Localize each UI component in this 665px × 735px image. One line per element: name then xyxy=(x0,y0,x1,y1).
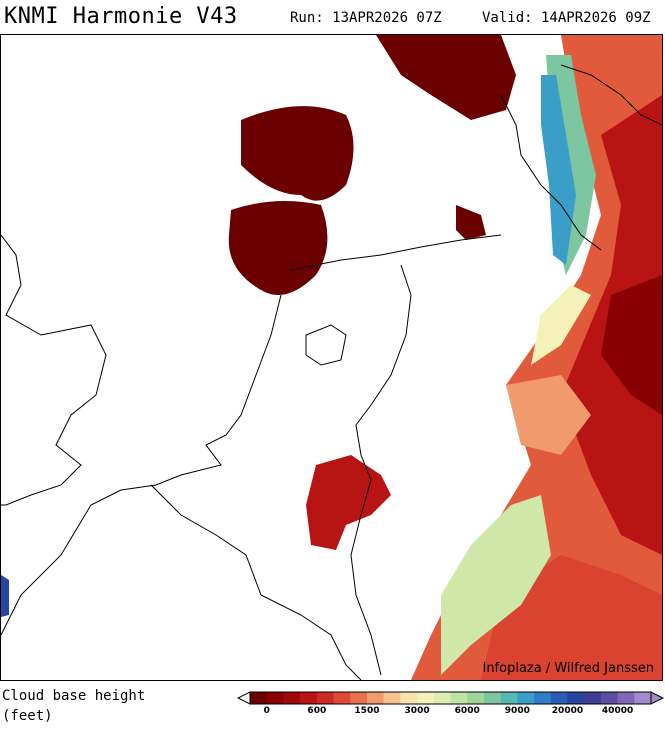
cloud-field-offshore-2 xyxy=(228,201,328,295)
colorbar-swatch xyxy=(600,692,619,704)
colorbar-swatch xyxy=(333,692,351,704)
cloud-field-offshore-1 xyxy=(241,106,354,201)
colorbar-tick-label: 20000 xyxy=(551,706,584,716)
colorbar-swatch xyxy=(500,692,518,704)
colorbar-swatch xyxy=(567,692,585,704)
coastlines xyxy=(1,64,662,680)
cloud-field-west-blue xyxy=(1,575,9,617)
uk-coast xyxy=(1,234,107,506)
colorbar-tick-label: 1500 xyxy=(354,706,380,716)
colorbar-swatch xyxy=(250,692,268,704)
colorbar-swatch xyxy=(316,692,335,704)
colorbar-swatch xyxy=(517,692,535,704)
colorbar-swatch xyxy=(550,692,568,704)
map-canvas xyxy=(1,35,662,680)
run-time: Run: 13APR2026 07Z xyxy=(290,10,442,26)
header: KNMI Harmonie V43 Run: 13APR2026 07Z Val… xyxy=(0,0,665,34)
de-coast xyxy=(500,94,602,251)
colorbar-swatch xyxy=(483,692,502,704)
wadden-islands xyxy=(290,234,502,271)
colorbar-tick-label: 9000 xyxy=(504,706,530,716)
map-credit: Infoplaza / Wilfred Janssen xyxy=(482,661,654,676)
cloud-field-north xyxy=(376,35,516,120)
nl-de-border xyxy=(350,264,412,676)
colorbar-swatch xyxy=(417,692,435,704)
colorbar-tick-label: 40000 xyxy=(601,706,634,716)
colorbar-tick-label: 0 xyxy=(263,706,270,716)
colorbar-swatch xyxy=(584,692,602,704)
colorbar-swatch xyxy=(634,692,652,704)
colorbar-tick-label: 3000 xyxy=(404,706,430,716)
cloud-field-south-green xyxy=(441,495,551,675)
colorbar-swatch xyxy=(300,692,318,704)
colorbar-outline xyxy=(249,691,652,705)
be-border xyxy=(150,484,362,680)
colorbar-swatch xyxy=(617,692,635,704)
colorbar-swatch xyxy=(283,692,301,704)
forecast-map[interactable]: Infoplaza / Wilfred Janssen xyxy=(0,34,663,681)
valid-time: Valid: 14APR2026 09Z xyxy=(482,10,651,26)
colorbar-arrow-left xyxy=(236,691,251,705)
colorbar-swatch xyxy=(383,692,401,704)
cloud-field-yellow xyxy=(531,285,591,365)
colorbar-ticks: 0 600 1500 3000 6000 9000 20000 40000 xyxy=(236,706,665,720)
cloud-field-blue-band xyxy=(541,75,576,265)
colorbar-swatch xyxy=(534,692,552,704)
cloud-field-peach xyxy=(506,375,591,455)
colorbar-swatch xyxy=(433,692,451,704)
colorbar-swatch xyxy=(266,692,284,704)
colorbar-swatch xyxy=(467,692,485,704)
legend-title-line2: (feet) xyxy=(2,708,53,724)
colorbar-swatch xyxy=(400,692,418,704)
ijsselmeer xyxy=(305,324,347,366)
colorbar xyxy=(236,691,665,705)
nl-coast xyxy=(1,294,282,636)
colorbar-tick-label: 600 xyxy=(307,706,327,716)
colorbar-tick-label: 6000 xyxy=(454,706,480,716)
cloud-field-frisia xyxy=(456,205,486,240)
colorbar-swatch xyxy=(366,692,385,704)
cloud-field xyxy=(1,35,662,680)
cloud-field-east-deep xyxy=(601,275,662,415)
legend-title: Cloud base height (feet) xyxy=(2,686,145,726)
cloud-field-limburg xyxy=(306,455,391,550)
danish-coast xyxy=(560,64,662,126)
colorbar-arrow-right xyxy=(650,691,665,705)
colorbar-swatch xyxy=(450,692,468,704)
colorbar-swatch xyxy=(350,692,368,704)
legend-title-line1: Cloud base height xyxy=(2,688,146,704)
model-title: KNMI Harmonie V43 xyxy=(4,4,238,29)
